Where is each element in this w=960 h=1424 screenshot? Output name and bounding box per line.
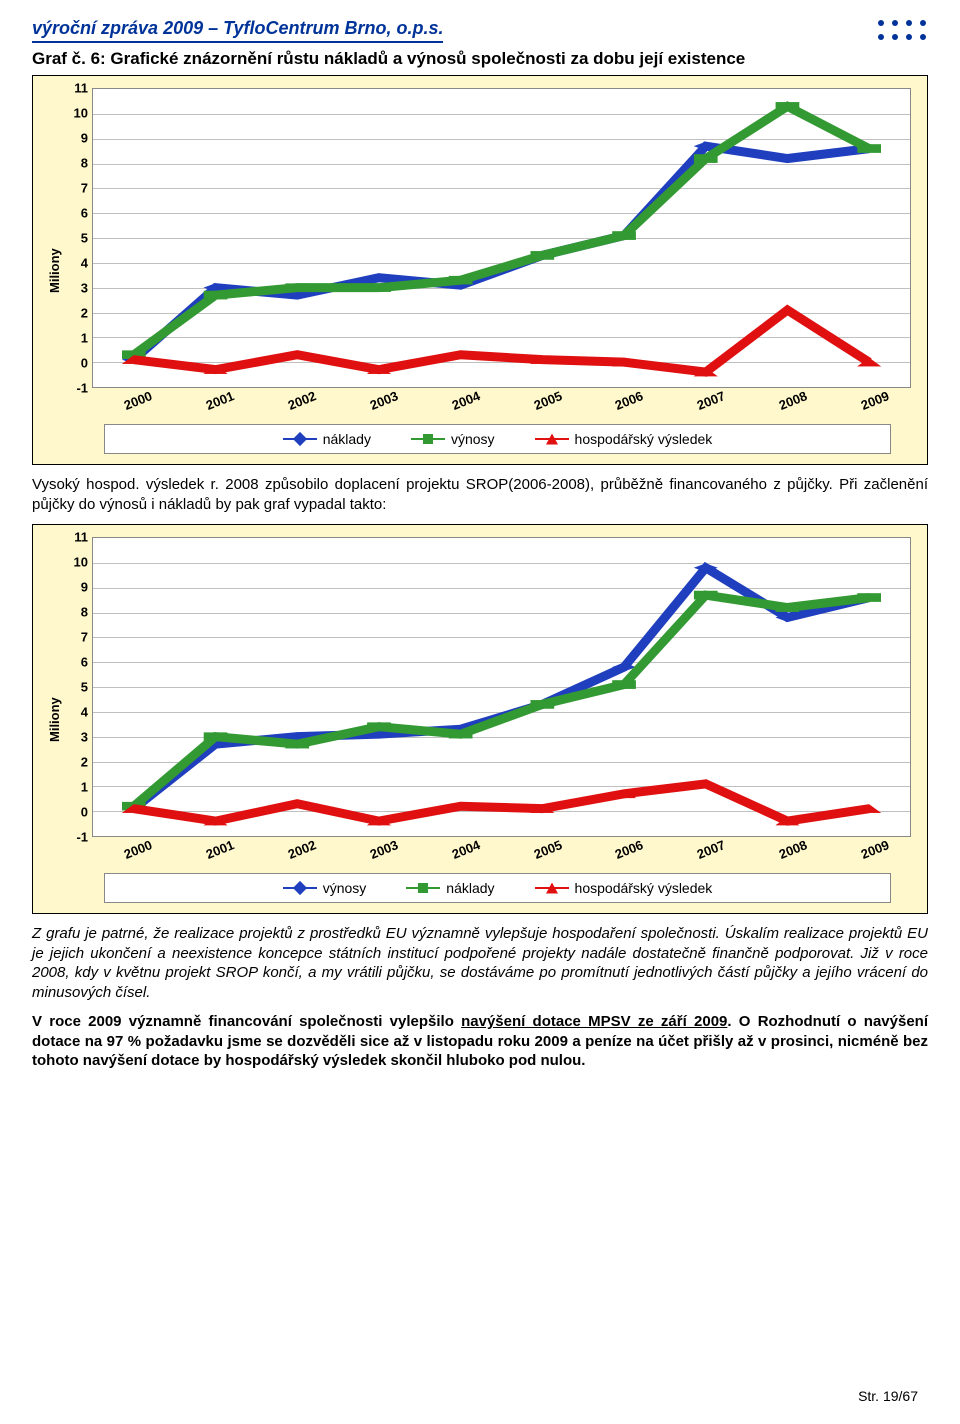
- legend-item: výnosy: [411, 431, 495, 447]
- chart2-ylabel: Miliony: [45, 537, 64, 903]
- chart2: Miliony -101234567891011 200020012002200…: [32, 524, 928, 914]
- chart1-yticks: -101234567891011: [64, 88, 92, 388]
- legend-item: hospodářský výsledek: [535, 880, 713, 896]
- legend-item: výnosy: [283, 880, 367, 896]
- para3-underline: navýšení dotace MPSV ze září 2009: [461, 1013, 727, 1030]
- page-number: Str. 19/67: [858, 1388, 918, 1404]
- chart2-yticks: -101234567891011: [64, 537, 92, 837]
- chart1-xticks: 2000200120022003200420052006200720082009: [92, 388, 911, 416]
- chart2-xticks: 2000200120022003200420052006200720082009: [92, 837, 911, 865]
- chart1-ylabel: Miliony: [45, 88, 64, 454]
- legend-item: náklady: [283, 431, 371, 447]
- chart1-title: Graf č. 6: Grafické znázornění růstu nák…: [32, 49, 928, 69]
- chart1: Miliony -101234567891011 200020012002200…: [32, 75, 928, 465]
- paragraph-3: V roce 2009 významně financování společn…: [32, 1012, 928, 1071]
- page-header: výroční zpráva 2009 – TyfloCentrum Brno,…: [32, 18, 928, 43]
- paragraph-1: Vysoký hospod. výsledek r. 2008 způsobil…: [32, 475, 928, 514]
- para3-prefix: V roce 2009 významně financování společn…: [32, 1013, 461, 1030]
- chart1-legend: náklady výnosy hospodářský výsledek: [104, 424, 891, 454]
- header-title: výroční zpráva 2009 – TyfloCentrum Brno,…: [32, 18, 443, 43]
- dots-logo: [876, 18, 928, 42]
- paragraph-2: Z grafu je patrné, že realizace projektů…: [32, 924, 928, 1002]
- chart2-legend: výnosy náklady hospodářský výsledek: [104, 873, 891, 903]
- chart1-plot-area: [92, 88, 911, 388]
- legend-item: náklady: [406, 880, 494, 896]
- chart2-plot-area: [92, 537, 911, 837]
- legend-item: hospodářský výsledek: [535, 431, 713, 447]
